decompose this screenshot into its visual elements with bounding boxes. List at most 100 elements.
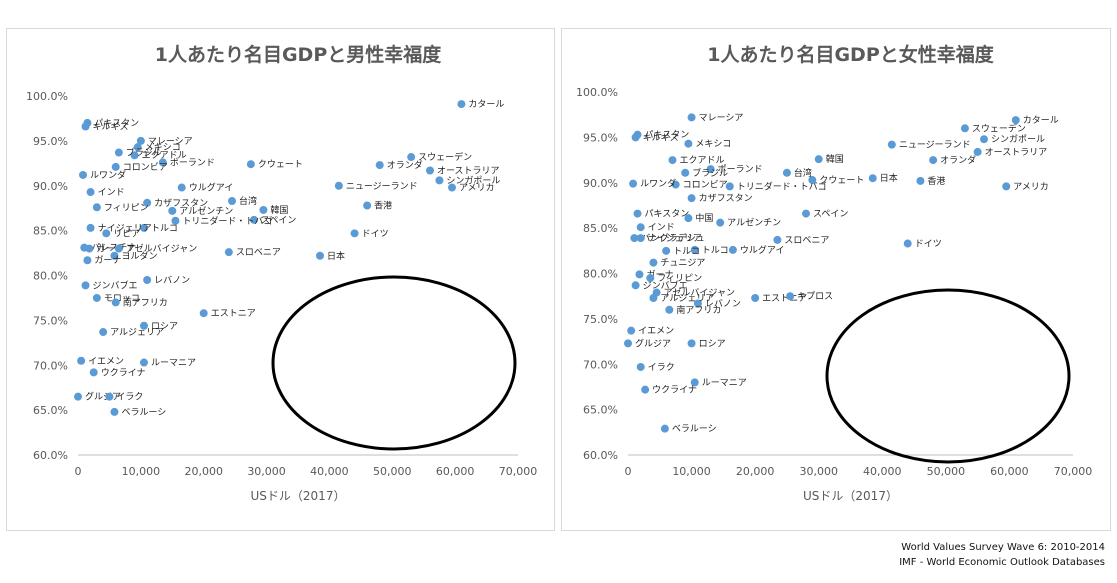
point-label: イエメン [638,327,674,337]
x-tick-label: 10,000 [672,465,711,478]
point-label: カザフスタン [699,193,753,204]
point-label: 南アフリカ [123,296,168,308]
point-label: ウルグアイ [740,244,785,256]
source-line-2: IMF - World Economic Outlook Databases [899,557,1105,568]
point-label: エクアドル [142,150,187,161]
point-label: カタール [468,99,504,110]
point-label: インド [648,223,675,233]
point-label: メキシコ [145,143,181,153]
data-point [130,151,139,160]
point-label: 日本 [880,172,898,184]
data-point [363,201,372,210]
data-point [81,281,90,290]
x-tick-label: 10,000 [122,465,161,478]
x-tick-label: 20,000 [184,465,223,478]
y-tick-label: 70.0% [583,358,618,371]
point-label: アメリカ [459,183,495,194]
data-point [649,294,658,303]
point-label: オーストラリア [985,147,1048,158]
y-tick-label: 80.0% [583,268,618,281]
point-label: オーストラリア [437,165,500,176]
point-label: ロシア [699,339,726,349]
data-point [646,274,655,283]
y-tick-label: 85.0% [583,222,618,235]
point-label: カタール [1023,115,1059,126]
point-label: ジンバブエ [93,279,138,291]
point-label: アゼルバイジャン [126,243,197,255]
point-label: 南アフリカ [676,304,721,316]
point-label: シンガポール [991,134,1045,145]
data-point [635,270,644,279]
data-point [89,368,98,377]
source-line-1: World Values Survey Wave 6: 2010-2014 [901,542,1105,553]
male-happiness-chart: 1人あたり名目GDPと男性幸福度 60.0% 65.0% 70.0% 75.0% 80.0… [6,28,555,531]
data-point [929,156,938,165]
point-label: エストニア [211,309,256,319]
point-label: キプロス [797,291,833,302]
data-point [140,223,148,232]
point-label: マレーシア [699,113,744,123]
data-point [728,245,737,254]
x-tick-label: 70,000 [499,465,538,478]
point-label: ウクライナ [652,385,697,396]
x-tick-label: 40,000 [310,465,349,478]
data-point [662,246,671,255]
x-tick-label: 0 [75,465,82,478]
point-label: クウェート [258,159,303,170]
data-point [81,122,90,131]
data-point [111,298,120,307]
data-point [105,392,114,401]
data-point [1002,182,1011,191]
male-chart-svg: 1人あたり名目GDPと男性幸福度 60.0% 65.0% 70.0% 75.0% 80.0… [26,43,538,503]
y-tick-label: 80.0% [33,270,68,283]
data-point [716,218,725,227]
point-label: ポーランド [170,157,215,168]
x-axis-label: USドル（2017） [803,489,898,503]
point-label: イラク [116,392,143,403]
y-tick-label: 100.0% [26,90,68,103]
data-point [751,294,760,303]
data-point [668,156,677,165]
point-label: コロンビア [123,162,168,173]
point-label: ロシア [151,322,178,332]
point-label: チュニジア [660,258,705,269]
point-label: コロンビア [683,180,728,191]
point-label: 中国 [695,212,713,224]
data-point [916,176,925,185]
point-label: トルコ [702,246,729,256]
empty-region-oval [825,288,1071,464]
point-label: グルジア [635,337,671,349]
point-label: リビア [113,228,140,239]
point-label: アルジェリア [660,294,714,304]
female-chart-svg: 1人あたり名目GDPと女性幸福度 60.0% 65.0% 70.0% 75.0% 80.0… [576,43,1092,503]
point-label: インド [98,188,125,198]
data-point [631,133,640,142]
point-label: 香港 [374,199,392,211]
point-label: バングラデシュ [641,232,704,244]
data-point [74,392,82,401]
data-point [973,147,982,156]
point-label: アルジェリア [110,328,164,338]
point-label: トリニダード・トバゴ [737,180,827,192]
y-tick-label: 100.0% [576,86,618,99]
point-label: ルワンダ [90,169,126,181]
point-label: エクアドル [680,155,725,166]
point-label: イエメン [88,357,124,367]
point-label: ガーナ [96,244,123,255]
point-label: ヨルダン [121,250,157,262]
point-label: ニュージーランド [346,181,418,192]
data-point [457,100,466,109]
data-point [868,174,877,183]
point-label: ブラジル [692,167,728,179]
y-tick-label: 90.0% [33,180,68,193]
x-tick-label: 30,000 [247,465,286,478]
point-label: パキスタン [645,209,690,220]
data-point [110,251,119,260]
chart-title: 1人あたり名目GDPと男性幸福度 [155,43,443,66]
point-label: ルーマニア [151,359,196,369]
data-point [140,358,148,367]
x-tick-label: 50,000 [373,465,412,478]
point-label: キルギス [93,122,129,133]
data-point [980,135,988,144]
point-label: ガーナ [646,269,673,280]
